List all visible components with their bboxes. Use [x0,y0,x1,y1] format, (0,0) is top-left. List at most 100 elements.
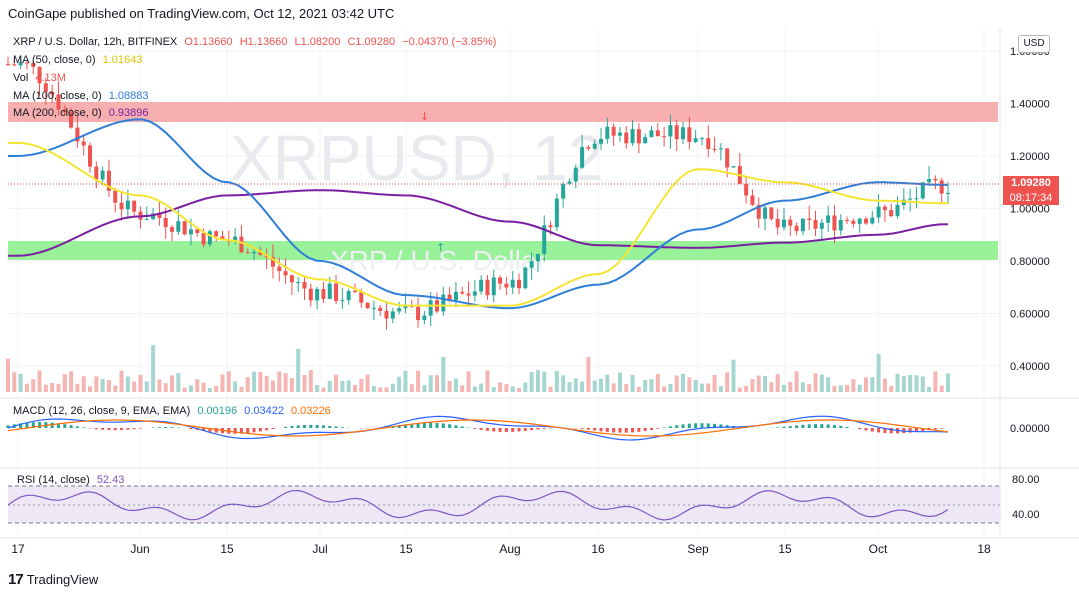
volume-bar [561,375,566,392]
volume-bar [283,373,288,392]
volume-bar [699,383,704,392]
time-tick: 15 [220,542,234,556]
candle [365,302,370,310]
macd-hist-bar [700,423,704,428]
macd-hist-bar [435,422,439,428]
macd-hist-bar [858,428,862,430]
volume-bar [233,381,238,392]
ma50-value: 1.01643 [102,54,143,66]
volume-bar [170,375,175,392]
volume-bar [24,383,29,392]
candle [554,193,559,232]
high-value: H1.13660 [239,36,288,48]
open-value: O1.13660 [184,36,233,48]
macd-hist-bar [50,422,54,428]
volume-bar [554,370,559,392]
candle [50,84,55,104]
rsi-value: 52.43 [96,474,125,486]
volume-bar [895,373,900,392]
volume-bar [302,375,307,392]
rsi-line [7,489,949,521]
volume-bar [252,371,257,392]
macd-legend[interactable]: MACD (12, 26, close, 9, EMA, EMA) 0.0019… [13,405,331,417]
macd-hist-bar [214,428,218,433]
candle [18,57,23,70]
volume-bar [195,379,200,392]
candle [422,310,427,325]
volume-bar [927,386,932,392]
vol-legend[interactable]: Vol 4.13M [13,72,66,84]
macd-hist-bar [82,427,86,428]
candle [769,207,774,221]
macd-hist-bar [94,428,98,430]
candle [460,286,465,295]
ma50-legend[interactable]: MA (50, close, 0) 1.01643 [13,54,142,66]
volume-bar [693,379,698,392]
price-axis-ticks: 1.600001.400001.200001.000000.800000.600… [1010,46,1050,373]
volume-bar [188,385,193,392]
volume-bar [548,386,553,392]
candle [617,126,622,142]
ma100-legend[interactable]: MA (100, close, 0) 1.08883 [13,90,148,102]
macd-hist-bar [290,426,294,428]
volume-bar [901,376,906,392]
volume-bar [43,384,48,392]
candle [800,218,805,236]
candle [340,288,345,309]
candle [491,269,496,303]
volume-bar [334,374,339,392]
macd-hist-bar [38,422,42,428]
volume-bar [624,383,629,392]
candle [12,57,17,67]
macd-hist-bar [422,422,426,428]
candle [308,283,313,307]
ma200-legend[interactable]: MA (200, close, 0) 0.93896 [13,107,148,119]
candle [81,136,86,156]
volume-bar [517,387,522,392]
volume-bar [81,376,86,392]
macd-hist-bar [328,425,332,428]
macd-hist-bar [151,427,155,428]
volume-bar [390,383,395,392]
ma200-line [8,189,949,257]
macd-line [7,415,949,441]
candle [283,258,288,284]
volume-bar [586,357,591,392]
volume-bar [775,374,780,392]
ma50-line [8,141,949,307]
candle [106,159,111,197]
volume-bar [788,381,793,392]
volume-bar [479,383,484,392]
candle [851,218,856,228]
tradingview-footer[interactable]: 17 TradingView [8,571,98,588]
macd-hist-bar [814,424,818,428]
volume-bar [226,371,231,392]
macd-hist-bar [460,426,464,428]
volume-bar [245,377,250,392]
volume-bar [321,387,326,392]
macd-hist-bar [795,425,799,428]
macd-hist-bar [441,423,445,428]
volume-bar [460,385,465,392]
candle [289,274,294,296]
volume-bar [201,382,206,392]
volume-bar [611,383,616,392]
symbol-legend[interactable]: XRP / U.S. Dollar, 12h, BITFINEX O1.1366… [13,36,496,48]
volume-bar [94,376,99,392]
volume-bar [264,375,269,392]
macd-hist-bar [315,425,319,428]
volume-bar [113,385,118,392]
currency-button[interactable]: USD [1018,35,1050,53]
rsi-legend[interactable]: RSI (14, close) 52.43 [17,474,124,486]
time-tick: Aug [499,542,520,556]
volume-bar [580,381,585,392]
candle [245,248,250,254]
volume-bar [845,385,850,392]
volume-bar [649,379,654,392]
candle [24,61,29,70]
candle [384,301,389,330]
macd-hist-bar [612,428,616,433]
candle [485,275,490,300]
volume-bar [725,372,730,392]
